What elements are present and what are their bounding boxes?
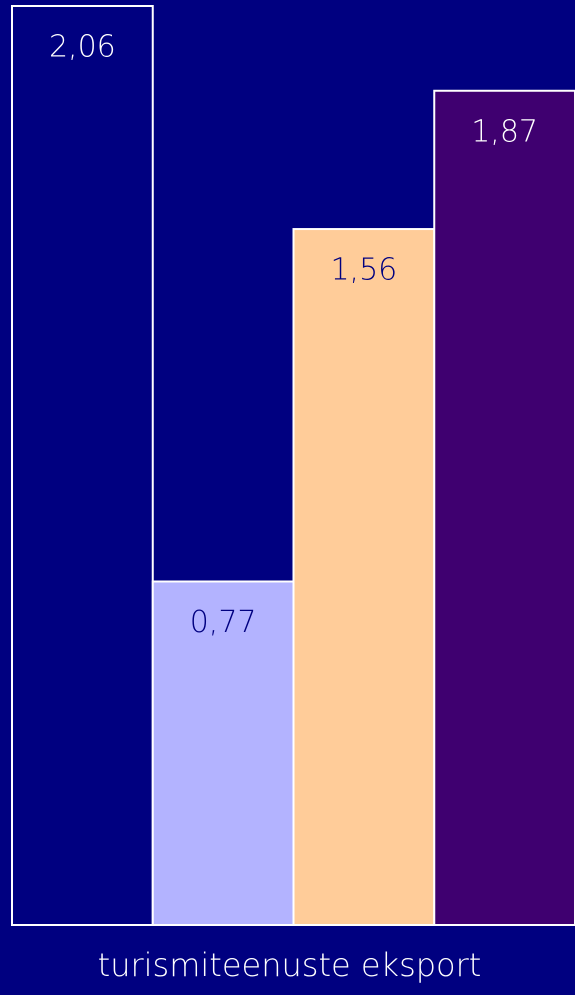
value-label: 1,56 [330, 253, 397, 288]
bar [292, 228, 436, 927]
value-label: 0,77 [190, 605, 257, 640]
bar [433, 89, 575, 926]
value-label: 1,87 [471, 114, 538, 149]
bar [151, 580, 295, 926]
bar [11, 5, 154, 926]
x-tick-label: turismiteenuste eksport [98, 946, 482, 984]
value-label: 2,06 [49, 30, 116, 65]
